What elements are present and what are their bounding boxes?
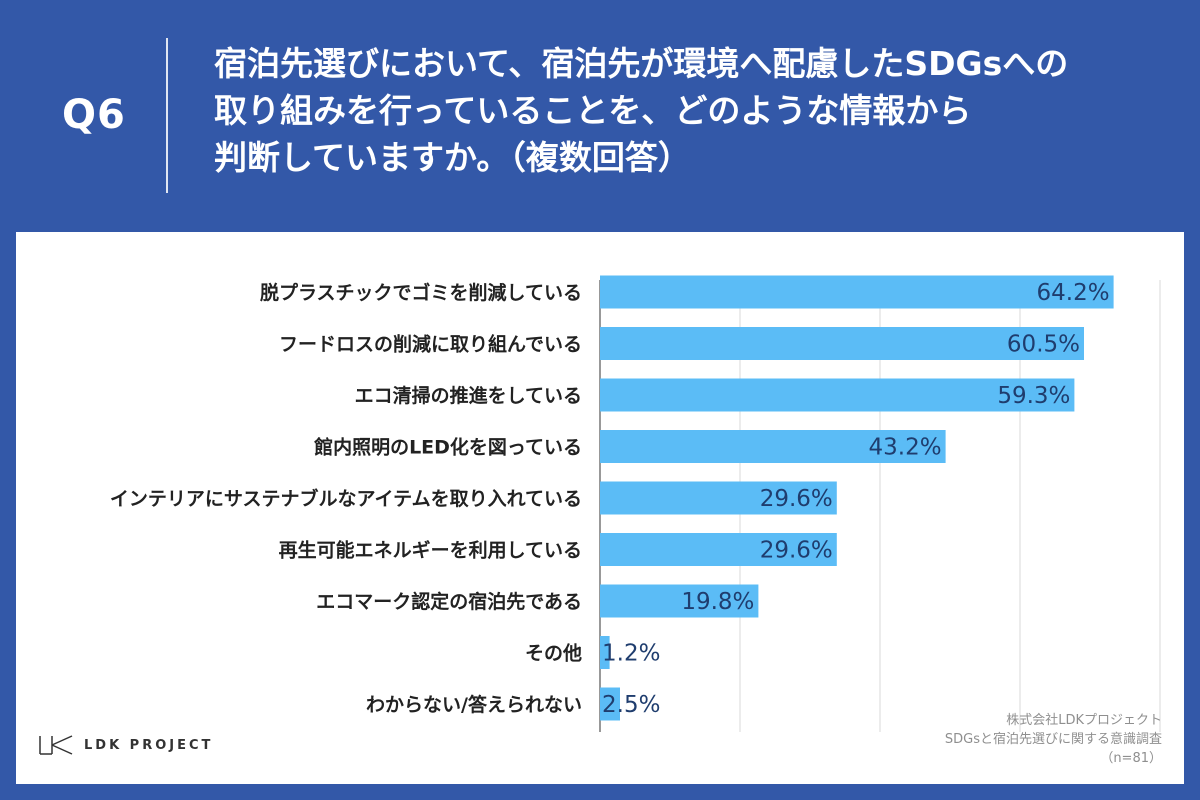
value-labels: 64.2%60.5%59.3%43.2%29.6%29.6%19.8%1.2%2… (602, 280, 1110, 718)
logo-text: LDK PROJECT (84, 737, 214, 753)
source-sample: （n=81） (1100, 751, 1162, 766)
value-label: 29.6% (760, 538, 833, 564)
header: Q6 宿泊先選びにおいて、宿泊先が環境へ配慮したSDGsへの 取り組みを行ってい… (0, 0, 1200, 232)
category-label: エコマーク認定の宿泊先である (316, 590, 582, 613)
bar-chart: 脱プラスチックでゴミを削減しているフードロスの削減に取り組んでいるエコ清掃の推進… (110, 275, 1161, 732)
bar (600, 275, 1114, 309)
bar (600, 584, 759, 618)
value-label: 19.8% (681, 589, 754, 615)
category-labels: 脱プラスチックでゴミを削減しているフードロスの削減に取り組んでいるエコ清掃の推進… (110, 281, 582, 716)
bar (600, 378, 1075, 412)
value-label: 60.5% (1007, 332, 1080, 358)
question-line-1: 宿泊先選びにおいて、宿泊先が環境へ配慮したSDGsへの (214, 44, 1069, 83)
question-line-3: 判断していますか。（複数回答） (214, 138, 691, 177)
bars (600, 275, 1114, 721)
source-note: 株式会社LDKプロジェクト SDGsと宿泊先選びに関する意識調査 （n=81） (945, 711, 1162, 768)
source-survey: SDGsと宿泊先選びに関する意識調査 (944, 732, 1162, 747)
category-label: その他 (525, 642, 582, 665)
category-label: インテリアにサステナブルなアイテムを取り入れている (110, 487, 582, 510)
value-label: 59.3% (997, 383, 1070, 409)
chart-card: 脱プラスチックでゴミを削減しているフードロスの削減に取り組んでいるエコ清掃の推進… (16, 232, 1184, 784)
category-label: 館内照明のLED化を図っている (314, 436, 582, 459)
question-line-2: 取り組みを行っていることを、どのような情報から (214, 91, 972, 130)
bar (600, 636, 610, 669)
bar (600, 687, 620, 721)
bar (600, 533, 837, 566)
source-company: 株式会社LDKプロジェクト (1006, 713, 1162, 728)
question-text: 宿泊先選びにおいて、宿泊先が環境へ配慮したSDGsへの 取り組みを行っていること… (214, 40, 1068, 181)
bar (600, 430, 946, 463)
value-label: 64.2% (1037, 280, 1110, 306)
question-number: Q6 (62, 92, 126, 138)
value-label: 43.2% (869, 435, 942, 461)
ldk-logo: LDK PROJECT (38, 734, 213, 756)
category-label: 再生可能エネルギーを利用している (279, 539, 582, 562)
header-divider (166, 38, 168, 193)
ldk-logo-icon (39, 735, 73, 755)
category-label: 脱プラスチックでゴミを削減している (260, 281, 582, 304)
category-label: フードロスの削減に取り組んでいる (279, 333, 582, 356)
value-label: 1.2% (602, 641, 660, 667)
bar (600, 481, 837, 515)
value-label: 2.5% (602, 692, 660, 718)
category-label: わからない/答えられない (366, 693, 582, 716)
value-label: 29.6% (760, 486, 833, 512)
category-label: エコ清掃の推進をしている (355, 384, 582, 407)
bar (600, 327, 1084, 360)
